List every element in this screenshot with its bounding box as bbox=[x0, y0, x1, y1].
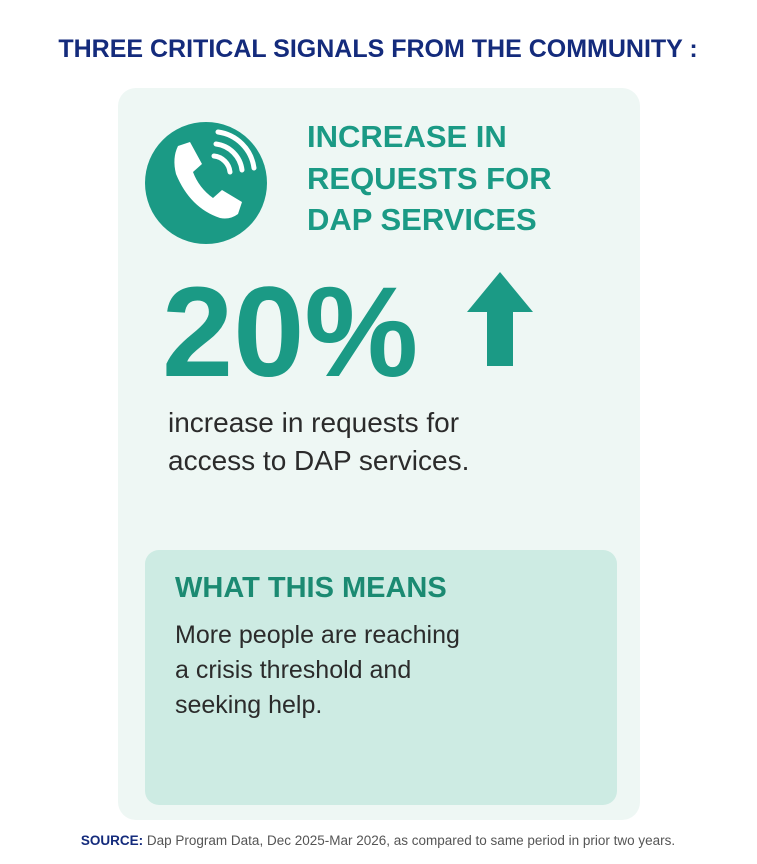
up-arrow bbox=[467, 272, 533, 366]
card-heading: DAP SERVICES bbox=[307, 202, 537, 237]
meaning-text: seeking help. bbox=[175, 691, 322, 719]
source-label: SOURCE: bbox=[81, 833, 143, 848]
meaning-text: More people are reaching bbox=[175, 621, 460, 649]
source-line: SOURCE: Dap Program Data, Dec 2025-Mar 2… bbox=[81, 833, 675, 848]
meaning-heading: WHAT THIS MEANS bbox=[175, 572, 447, 604]
source-text: Dap Program Data, Dec 2025-Mar 2026, as … bbox=[147, 833, 675, 848]
signal-wave bbox=[211, 153, 233, 175]
phone-shape bbox=[174, 142, 242, 219]
meaning-box bbox=[145, 550, 617, 805]
signal-wave bbox=[213, 141, 245, 173]
signal-wave bbox=[215, 129, 257, 171]
stat: 20% bbox=[162, 261, 418, 404]
page-title: THREE CRITICAL SIGNALS FROM THE COMMUNIT… bbox=[58, 35, 697, 63]
meaning-text: a crisis threshold and bbox=[175, 656, 411, 684]
card-heading: REQUESTS FOR bbox=[307, 161, 552, 196]
phone-icon bbox=[145, 122, 267, 244]
icon-circle bbox=[145, 122, 267, 244]
description: access to DAP services. bbox=[168, 445, 469, 476]
description: increase in requests for bbox=[168, 407, 459, 438]
card-heading: INCREASE IN bbox=[307, 119, 507, 154]
